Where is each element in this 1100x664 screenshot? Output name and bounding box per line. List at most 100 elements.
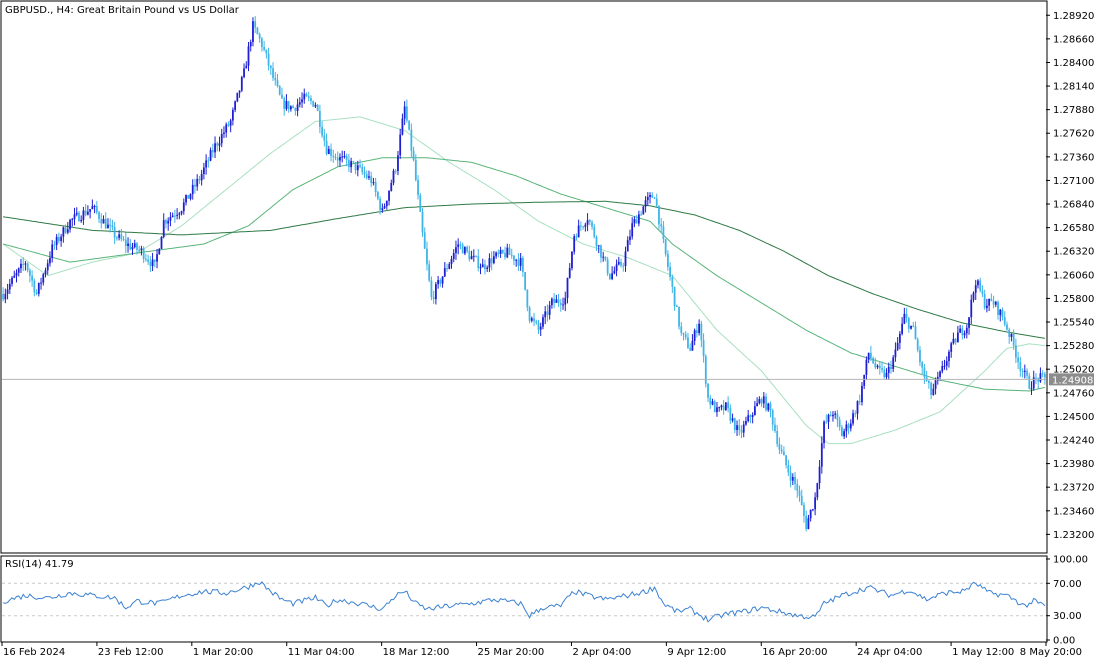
candle xyxy=(506,243,509,259)
candle xyxy=(724,402,727,411)
price-tick-label: 1.23980 xyxy=(1053,459,1094,470)
price-tick-label: 1.25280 xyxy=(1053,341,1094,352)
candle xyxy=(220,128,223,148)
candle xyxy=(604,256,607,262)
candle xyxy=(89,209,92,219)
candle xyxy=(443,262,446,278)
candle xyxy=(234,100,237,113)
candle xyxy=(495,251,498,259)
candle xyxy=(312,100,315,108)
candle xyxy=(260,36,263,52)
candle xyxy=(517,253,520,272)
candle xyxy=(131,243,134,255)
candle xyxy=(658,205,660,230)
candle xyxy=(613,266,616,275)
candle xyxy=(595,235,598,251)
price-tick-label: 1.25020 xyxy=(1053,365,1094,376)
candle xyxy=(412,146,415,162)
candle xyxy=(426,241,428,271)
candle xyxy=(245,61,248,69)
price-tick-label: 1.23200 xyxy=(1053,530,1094,541)
candle xyxy=(124,232,127,254)
time-axis: 16 Feb 2024 23 Feb 12:00 1 Mar 20:00 11 Mar… xyxy=(1,642,1082,658)
candle xyxy=(814,492,817,516)
candle xyxy=(867,352,870,364)
candle xyxy=(167,217,170,231)
candle xyxy=(588,219,591,226)
candle xyxy=(321,121,324,138)
candle xyxy=(785,454,788,469)
candle xyxy=(57,232,60,244)
candle xyxy=(98,210,100,223)
candle xyxy=(709,394,712,409)
candle xyxy=(176,208,179,220)
candle xyxy=(53,240,56,250)
candle xyxy=(910,325,912,330)
candle xyxy=(370,171,373,188)
candle xyxy=(107,218,109,229)
candle xyxy=(272,62,274,81)
time-tick-label: 16 Apr 20:00 xyxy=(762,647,827,658)
candle xyxy=(749,414,752,424)
candle xyxy=(187,194,190,199)
candle xyxy=(252,17,254,47)
candle xyxy=(223,126,225,139)
candle xyxy=(827,413,830,430)
candle xyxy=(327,145,330,155)
candle xyxy=(597,245,600,254)
candle xyxy=(24,261,27,271)
candle xyxy=(405,99,408,123)
candle xyxy=(566,277,569,304)
candle xyxy=(698,319,701,336)
candle xyxy=(171,212,174,218)
candle xyxy=(75,207,78,217)
candle xyxy=(513,255,515,266)
candle xyxy=(600,244,602,263)
candle xyxy=(807,514,810,530)
candle xyxy=(481,258,484,268)
candle xyxy=(214,136,216,159)
candle xyxy=(35,289,38,296)
candle xyxy=(147,254,150,265)
time-tick-label: 11 Mar 04:00 xyxy=(288,647,355,658)
candle xyxy=(738,419,741,436)
candle xyxy=(296,98,299,117)
candle xyxy=(985,298,988,313)
price-tick-label: 1.27620 xyxy=(1053,129,1094,140)
candle xyxy=(571,251,573,271)
candle xyxy=(258,32,261,43)
current-price-tag xyxy=(1049,373,1094,386)
candle xyxy=(417,175,419,200)
candle xyxy=(49,251,51,267)
candle xyxy=(450,255,453,269)
candle xyxy=(771,408,774,431)
candle xyxy=(611,266,614,281)
candle xyxy=(287,100,290,113)
price-tick-label: 1.26580 xyxy=(1053,223,1094,234)
candle xyxy=(298,97,301,108)
candle xyxy=(6,283,9,300)
chart-title: GBPUSD., H4: Great Britain Pound vs US D… xyxy=(5,5,240,16)
rsi-panel-frame xyxy=(0,555,1048,643)
candle xyxy=(37,282,40,297)
candle xyxy=(733,417,736,434)
moving-average-slow xyxy=(3,200,1045,339)
candle xyxy=(774,417,776,433)
candle xyxy=(401,113,404,136)
candle xyxy=(575,233,578,241)
candle xyxy=(189,193,192,201)
candle xyxy=(151,252,154,272)
candle xyxy=(722,399,725,415)
candle xyxy=(410,123,413,158)
candle xyxy=(127,237,129,253)
candle xyxy=(274,72,277,86)
candle xyxy=(69,218,71,233)
candle xyxy=(977,279,979,289)
candle xyxy=(896,337,899,351)
candle xyxy=(649,192,651,204)
candle xyxy=(823,420,825,449)
candle xyxy=(205,154,208,175)
candle xyxy=(954,337,957,345)
candle xyxy=(769,401,772,418)
